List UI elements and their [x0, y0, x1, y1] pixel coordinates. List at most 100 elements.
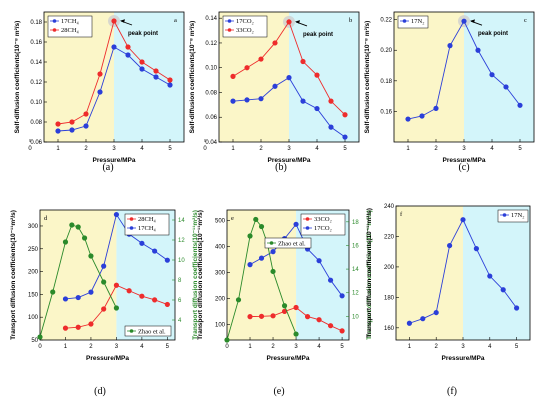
chart-b: 0 1 2 3 4 5 0.04 0.06 0.08 0.10 0.12 0.14 Pressure/M…	[189, 11, 360, 173]
data-point	[500, 287, 506, 293]
data-point	[81, 235, 88, 241]
panel-caption: (f)	[447, 386, 457, 397]
data-point	[101, 306, 107, 312]
data-point	[125, 52, 131, 58]
y2-axis-label: Transport diffusion coefficients(10⁻¹¹m²…	[192, 210, 199, 340]
x-axis-label: Pressure/MPa	[443, 157, 486, 164]
panel-caption: (c)	[458, 162, 469, 173]
data-point	[139, 66, 145, 72]
data-point	[258, 313, 265, 319]
x-tick-label: 3	[461, 344, 465, 350]
x-tick-label: 4	[490, 146, 494, 152]
x-tick-label: 4	[488, 344, 492, 350]
data-point	[272, 83, 278, 89]
y2-tick-label: 10	[352, 314, 359, 320]
data-point	[339, 293, 345, 299]
y-tick-label: 100	[215, 322, 226, 328]
y-tick-label: 220	[384, 234, 395, 240]
data-point	[281, 303, 288, 309]
data-point	[88, 253, 94, 259]
x-tick-label: 5	[340, 344, 344, 350]
x-tick-label: 5	[515, 344, 519, 350]
panel-caption: (d)	[94, 386, 106, 397]
y2-axis-label: Transport diffusion coefficients(10⁻¹¹m²…	[366, 210, 373, 340]
band-high-pressure	[463, 206, 530, 340]
legend-label: Zhao et al.	[278, 241, 306, 248]
data-point	[316, 317, 322, 323]
x-tick-label: 4	[317, 344, 321, 350]
x-tick-label: 1	[408, 344, 412, 350]
panel-letter: b	[349, 17, 352, 24]
legend-box	[497, 209, 529, 223]
data-point	[342, 112, 348, 118]
band-low-pressure	[227, 210, 297, 340]
panel-caption: (a)	[102, 162, 113, 173]
y-tick-label: 0.22	[380, 18, 392, 24]
data-point	[314, 105, 320, 112]
legend-box	[397, 15, 429, 29]
x-tick-label: 0	[225, 344, 229, 350]
data-point	[62, 296, 69, 302]
data-point	[75, 324, 81, 330]
data-point	[447, 43, 453, 49]
legend-box-right	[124, 325, 172, 337]
data-point	[101, 279, 107, 285]
data-point	[314, 72, 320, 78]
data-point	[62, 239, 69, 245]
legend-box-right	[264, 237, 312, 249]
data-point	[258, 56, 264, 62]
x-tick-label: 3	[287, 146, 291, 152]
y-tick-label: 200	[384, 265, 395, 271]
chart-f: 1 2 3 4 5 160 180 200 220 240 Pressure/MPa Transpor…	[366, 204, 531, 397]
data-point	[126, 288, 132, 294]
x-tick-label: 4	[315, 146, 319, 152]
data-point	[235, 297, 242, 303]
y-tick-label: 0.06	[205, 115, 217, 121]
band-low-pressure	[396, 206, 463, 340]
legend-label: 28CH₄	[61, 27, 80, 34]
data-point	[153, 68, 159, 74]
data-point	[111, 44, 117, 50]
data-point	[164, 301, 170, 308]
x-tick-label: 3	[112, 146, 116, 152]
data-point	[69, 119, 75, 125]
data-point	[433, 309, 439, 316]
data-point	[88, 321, 94, 327]
y2-tick-label: 14	[178, 218, 185, 224]
data-point	[125, 44, 131, 50]
data-point	[69, 127, 75, 133]
band-low-pressure	[394, 12, 464, 142]
data-point	[55, 121, 61, 127]
legend-label: 17CH₄	[61, 18, 80, 25]
x-tick-label: 5	[168, 146, 172, 152]
data-point	[293, 304, 299, 311]
panel-caption: (e)	[273, 386, 284, 397]
x-tick-label: 2	[271, 344, 275, 350]
legend-marker	[52, 19, 57, 23]
y-tick-label: 0.12	[205, 41, 217, 47]
data-point	[286, 19, 292, 25]
data-point	[101, 263, 107, 269]
plot-frame	[226, 209, 350, 341]
data-point	[111, 18, 117, 24]
x-tick-label: 1	[248, 344, 252, 350]
y2-tick-label: 6	[178, 298, 182, 304]
legend-label: 33CO₂	[314, 216, 332, 223]
y-tick-label: 0.20	[380, 48, 392, 54]
chart-c: 1 2 3 4 5 0.16 0.18 0.20 0.22 Pressure/MPa Self-di…	[364, 11, 535, 173]
chart-a: 0 1 2 3 4 5 0.06 0.08 0.10 0.12 0.14 0.16 0.18 Pressu…	[14, 11, 185, 173]
y-tick-label: 0.08	[205, 90, 217, 96]
x-tick-label: 0	[38, 344, 42, 350]
y-tick-label: 180	[384, 295, 395, 301]
x-axis-label: Pressure/MPa	[93, 157, 136, 164]
data-point	[293, 221, 299, 227]
panel-caption: (b)	[275, 162, 287, 173]
data-point	[164, 257, 170, 263]
data-point	[88, 289, 94, 295]
y-tick-label: 0.16	[380, 109, 392, 115]
data-point	[328, 98, 334, 104]
band-high-pressure	[464, 12, 534, 142]
data-point	[327, 323, 334, 329]
